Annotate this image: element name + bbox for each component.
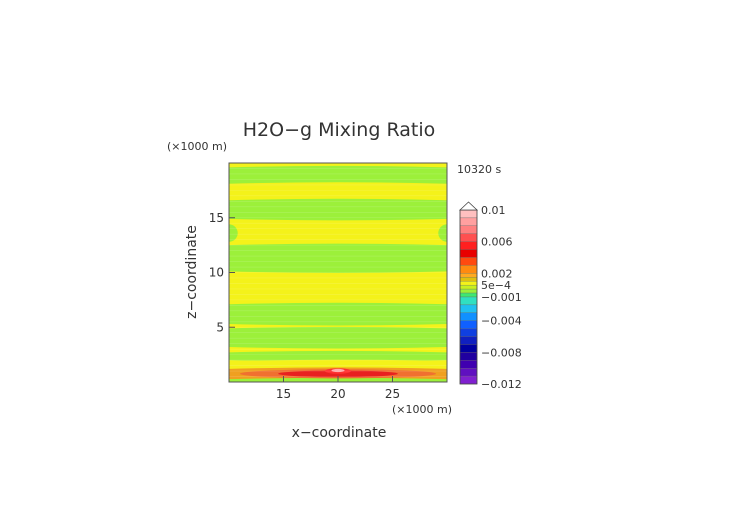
colorbar-label: 0.01 bbox=[481, 204, 506, 217]
colorbar-label: −0.012 bbox=[481, 378, 522, 391]
colorbar-level bbox=[459, 360, 478, 369]
y-axis: 5 10 15 bbox=[209, 211, 235, 334]
field-hotspot-3 bbox=[331, 368, 345, 373]
colorbar-level bbox=[459, 344, 478, 353]
colorbar-level bbox=[459, 296, 478, 306]
field-band-1 bbox=[229, 165, 447, 186]
colorbar-level bbox=[459, 225, 478, 234]
colorbar-level bbox=[459, 284, 478, 290]
colorbar-level bbox=[459, 288, 478, 294]
field-band-3 bbox=[229, 198, 447, 221]
colorbar-label: 0.006 bbox=[481, 236, 513, 249]
colorbar-label: 5e−4 bbox=[481, 279, 511, 292]
x-unit-label: (×1000 m) bbox=[392, 403, 452, 416]
field-band-8 bbox=[229, 359, 447, 369]
colorbar-label: −0.004 bbox=[481, 315, 522, 328]
field-band-7 bbox=[229, 350, 447, 362]
field-band-6 bbox=[229, 326, 447, 349]
colorbar-level bbox=[459, 352, 478, 361]
colorbar-label: −0.008 bbox=[481, 346, 522, 359]
y-tick-label: 10 bbox=[209, 266, 224, 280]
x-axis: 15 20 25 bbox=[276, 376, 400, 401]
colorbar-label: −0.001 bbox=[481, 291, 522, 304]
y-unit-label: (×1000 m) bbox=[167, 140, 227, 153]
time-label: 10320 s bbox=[457, 163, 501, 176]
colorbar-level bbox=[459, 209, 478, 219]
x-tick-label: 20 bbox=[330, 387, 345, 401]
field-lobe-0 bbox=[229, 224, 238, 242]
colorbar-level bbox=[459, 328, 478, 337]
colorbar-level bbox=[459, 368, 478, 377]
x-axis-label: x−coordinate bbox=[292, 425, 387, 441]
colorbar-level bbox=[459, 312, 478, 321]
y-axis-label: z−coordinate bbox=[184, 225, 200, 319]
colorbar-label: 0.002 bbox=[481, 267, 513, 280]
colorbar-level bbox=[459, 281, 478, 286]
colorbar-level bbox=[459, 273, 478, 278]
colorbar-level bbox=[459, 320, 478, 329]
field-band-5 bbox=[229, 302, 447, 326]
field-hotspot-1 bbox=[278, 370, 398, 378]
field-band-4 bbox=[229, 243, 447, 273]
colorbar-level bbox=[459, 375, 478, 385]
chart-title: H2O−g Mixing Ratio bbox=[243, 119, 435, 141]
colorbar-level bbox=[459, 265, 478, 274]
field-lobe-1 bbox=[438, 224, 447, 242]
colorbar-level bbox=[459, 233, 478, 242]
plot-area bbox=[229, 163, 447, 382]
colorbar-level bbox=[459, 217, 478, 226]
x-tick-label: 15 bbox=[276, 387, 291, 401]
colorbar-level bbox=[459, 249, 478, 258]
colorbar-max-arrow bbox=[458, 201, 479, 211]
y-tick-label: 15 bbox=[209, 211, 224, 225]
colorbar-level bbox=[459, 336, 478, 345]
colorbar-level bbox=[459, 257, 478, 266]
colorbar-level bbox=[459, 241, 478, 250]
colorbar-level bbox=[459, 277, 478, 282]
y-tick-label: 5 bbox=[216, 320, 224, 334]
colorbar-level bbox=[459, 304, 478, 313]
field-band-2 bbox=[229, 182, 447, 200]
x-tick-label: 25 bbox=[385, 387, 400, 401]
colorbar-level bbox=[459, 292, 478, 298]
